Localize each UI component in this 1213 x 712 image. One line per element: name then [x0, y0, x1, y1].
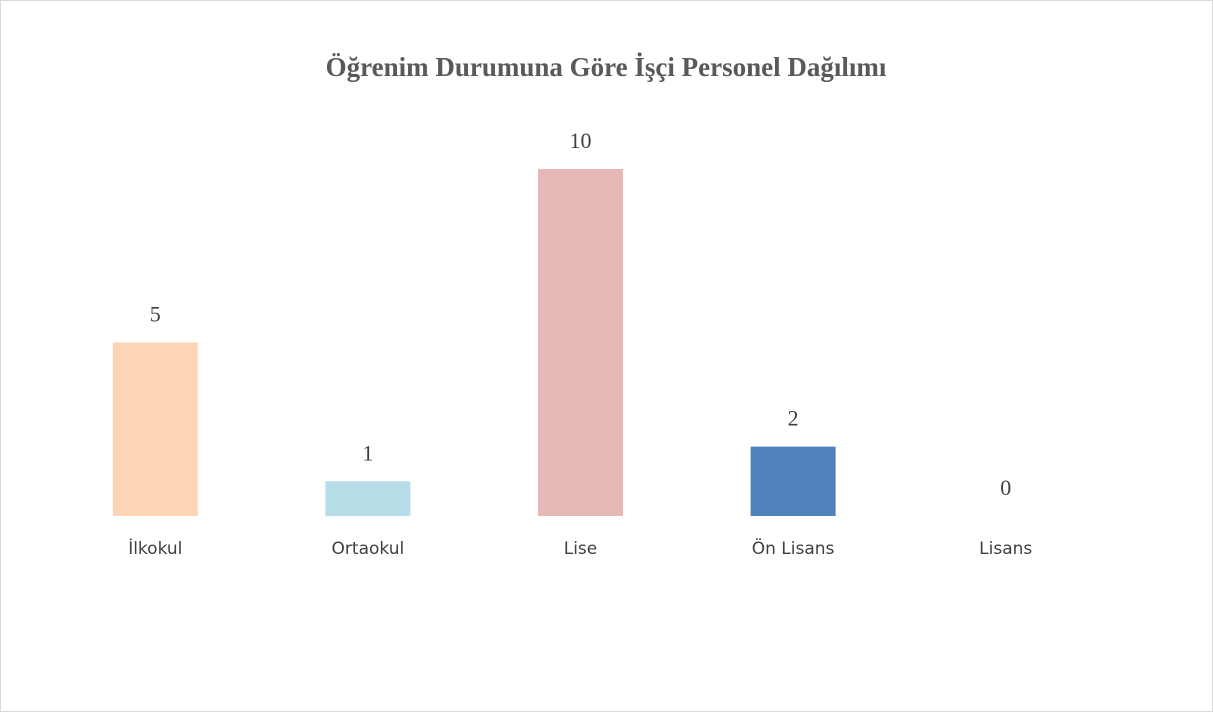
data-label: 10: [570, 128, 592, 153]
data-label: 0: [1000, 475, 1011, 500]
x-tick-label: Lise: [564, 539, 598, 559]
bar: [538, 169, 623, 516]
bar: [325, 481, 411, 516]
x-tick-label: Ortaokul: [332, 539, 405, 559]
data-label: 2: [788, 406, 799, 431]
data-label: 5: [150, 302, 161, 327]
bar: [750, 446, 836, 516]
data-label: 1: [362, 440, 373, 465]
x-tick-label: Ön Lisans: [752, 537, 835, 559]
x-tick-label: Lisans: [979, 539, 1032, 559]
bar: [112, 342, 198, 516]
x-tick-label: İlkokul: [128, 538, 182, 559]
chart-title: Öğrenim Durumuna Göre İşçi Personel Dağı…: [326, 52, 887, 82]
